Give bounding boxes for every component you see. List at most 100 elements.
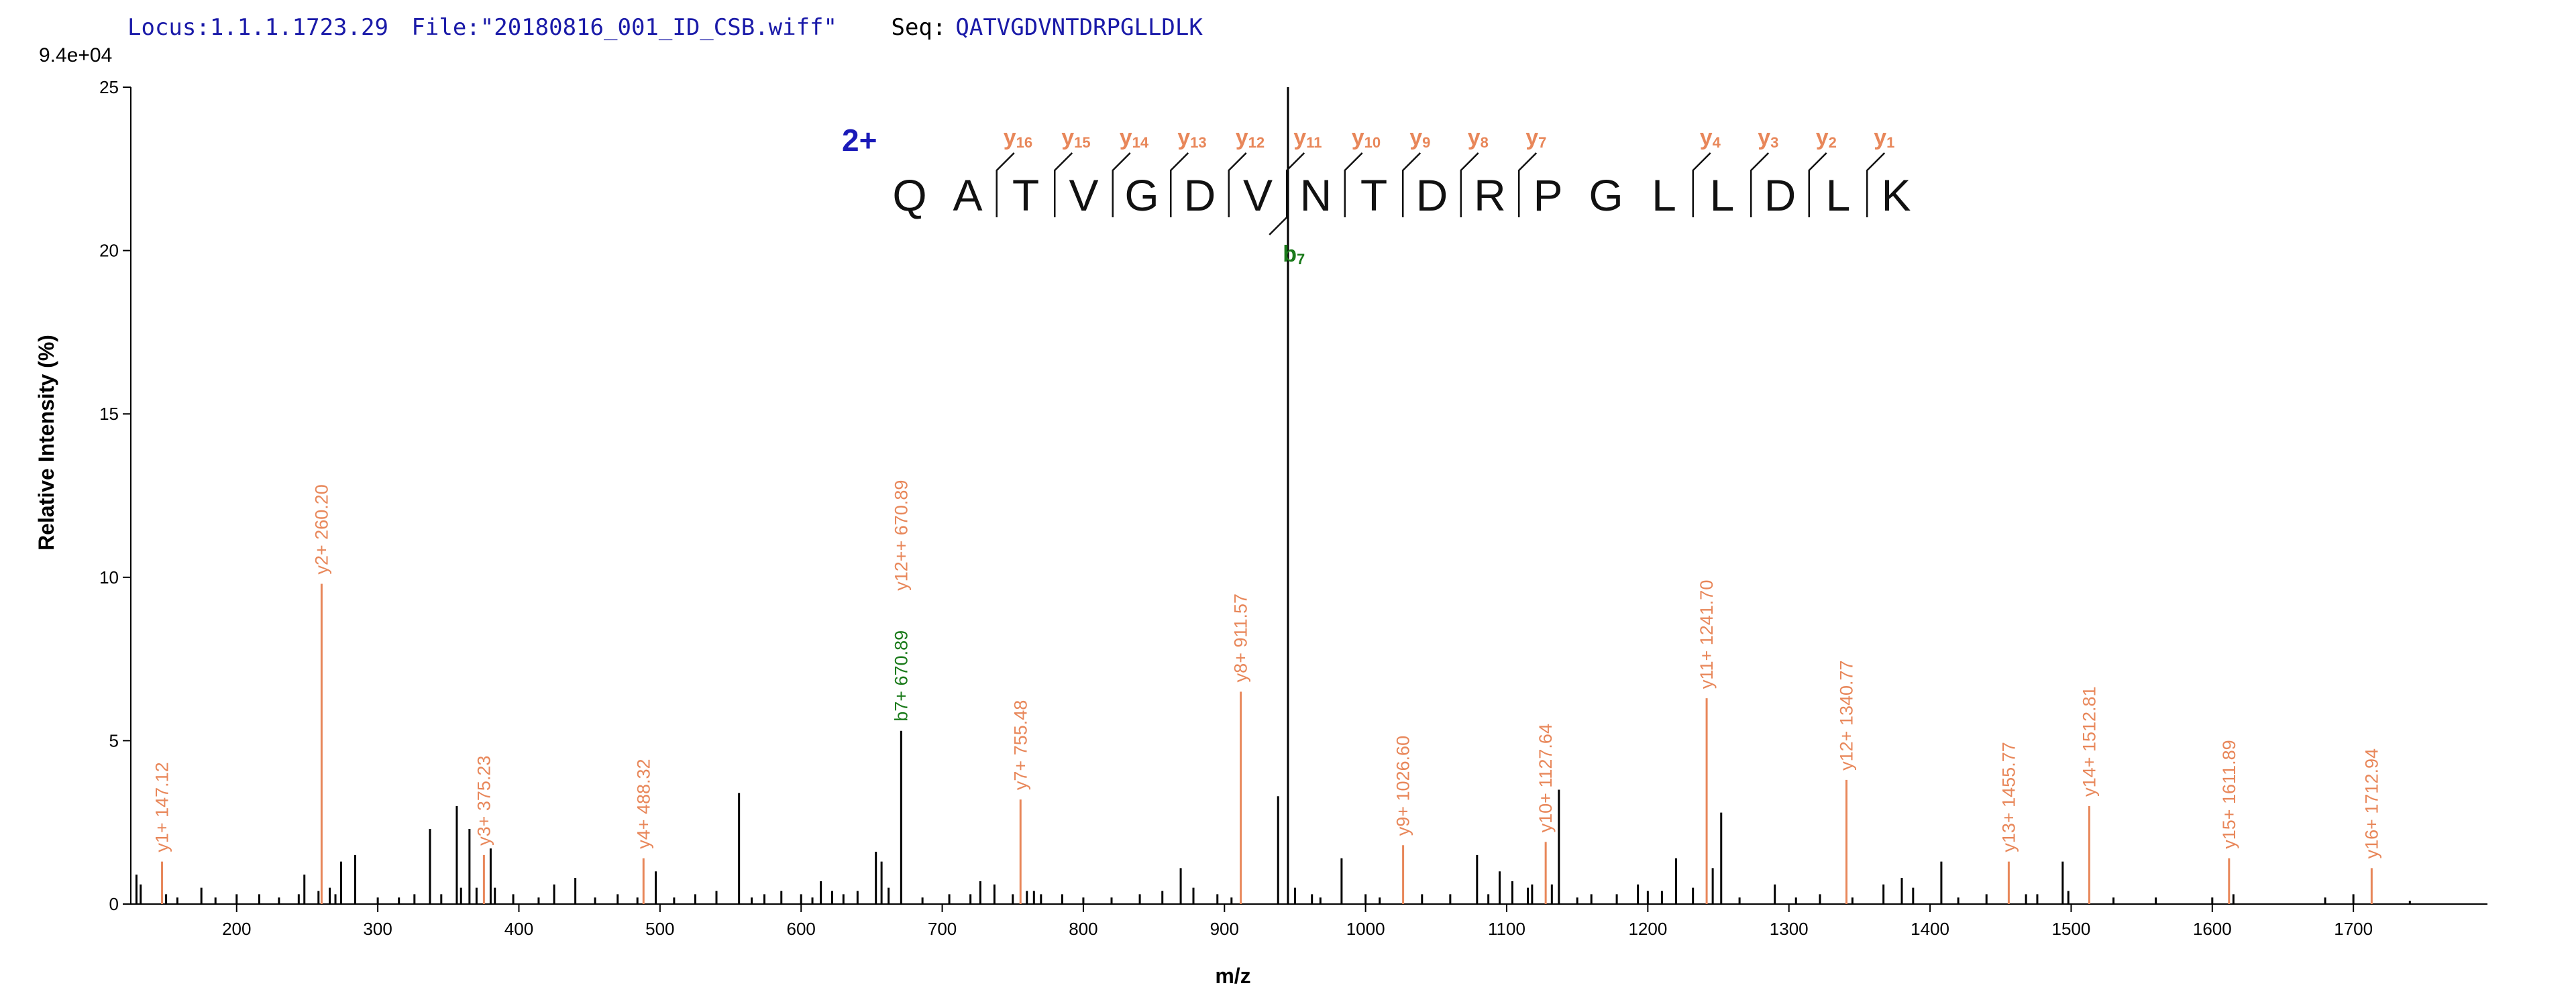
b-ion-index: 7 [1297, 251, 1305, 268]
seq-label: Seq: [891, 14, 946, 41]
y-ion-label: y10 [1352, 125, 1381, 151]
y-ion-bracket [1460, 152, 1479, 217]
peaks [135, 87, 2411, 904]
y-ion-label: y4 [1700, 125, 1721, 151]
y-ion-label: y7 [1525, 125, 1546, 151]
x-tick-label: 300 [363, 919, 392, 939]
y-ion-index: 10 [1364, 134, 1381, 151]
y-ion-label: y16 [1004, 125, 1032, 151]
svg-text:Locus:1.1.1.1723.29 File: Locus:1.1.1.1723.29 File:"20180816_001_I… [127, 14, 1203, 41]
charge-state: 2+ [842, 123, 877, 158]
y-ion-bracket [1866, 152, 1886, 217]
peak-label: y9+ 1026.60 [1393, 736, 1413, 836]
sequence-residue: V [1243, 170, 1273, 220]
peak-label: y10+ 1127.64 [1536, 724, 1556, 832]
y-ion-index: 11 [1306, 134, 1322, 151]
peak-label: y3+ 375.23 [474, 756, 494, 846]
y-ion-label: y11 [1293, 125, 1322, 151]
y-ion-label: y8 [1468, 125, 1489, 151]
y-ion-index: 4 [1713, 134, 1721, 151]
sequence-residue: V [1069, 170, 1098, 220]
y-ion-label: y2 [1816, 125, 1837, 151]
x-tick-label: 200 [222, 919, 251, 939]
y-ion-label: y15 [1061, 125, 1090, 151]
y-ion-index: 13 [1190, 134, 1206, 151]
y-ion-bracket [996, 152, 1015, 217]
peak-label: y16+ 1712.94 [2361, 748, 2381, 858]
y-ion-bracket [1228, 152, 1247, 217]
peak-label: y12+ 1340.77 [1836, 660, 1856, 770]
y-ion-bracket [1518, 152, 1538, 217]
locus-label: Locus: [127, 14, 210, 41]
y-ion-index: 1 [1886, 134, 1894, 151]
peak-label: y2+ 260.20 [311, 484, 331, 574]
x-tick-label: 1300 [1770, 919, 1809, 939]
x-tick-label: 1400 [1911, 919, 1949, 939]
peak-label: y15+ 1611.89 [2219, 740, 2239, 848]
x-tick-label: 400 [504, 919, 533, 939]
y-ion-bracket [1692, 152, 1711, 217]
x-tick-label: 700 [928, 919, 957, 939]
sequence-residue: G [1589, 170, 1623, 220]
peak-label: y14+ 1512.81 [2079, 686, 2099, 796]
y-ion-index: 8 [1481, 134, 1489, 151]
y-tick-label: 5 [109, 730, 119, 750]
sequence-residue: P [1533, 170, 1562, 220]
peak-label: y4+ 488.32 [633, 759, 653, 848]
peak-labels: y1+ 147.12 y2+ 260.20 y3+ 375.23 y4+ 488.32… [152, 480, 2382, 859]
sequence-residue: A [953, 170, 982, 220]
x-tick-label: 600 [787, 919, 816, 939]
y-tick-label: 10 [99, 567, 119, 587]
x-tick-label: 1700 [2334, 919, 2373, 939]
sequence-residue: L [1652, 170, 1676, 220]
y-ion-label: y3 [1758, 125, 1778, 151]
y-ion-label: y9 [1409, 125, 1430, 151]
x-tick-label: 900 [1210, 919, 1239, 939]
y-ion-label: y13 [1177, 125, 1206, 151]
peak-label: y7+ 755.48 [1010, 700, 1030, 790]
peak-label: y8+ 911.57 [1231, 594, 1251, 682]
x-tick-label: 800 [1069, 919, 1097, 939]
y-ion-bracket [1808, 152, 1827, 217]
y-ion-index: 12 [1248, 134, 1265, 151]
peak-label: y1+ 147.12 [152, 762, 172, 852]
y-ion-index: 9 [1422, 134, 1430, 151]
y-ion-index: 3 [1770, 134, 1778, 151]
sequence-residue: T [1012, 170, 1039, 220]
sequence-residue: D [1416, 170, 1448, 220]
sequence-residue: D [1184, 170, 1216, 220]
sequence-residue: Q [892, 170, 926, 220]
b-ion-bracket [1269, 170, 1288, 235]
peak-label: y12++ 670.89 [891, 480, 911, 591]
y-ion-index: 15 [1074, 134, 1090, 151]
y-ion-label: y14 [1120, 125, 1149, 151]
y-tick-label: 15 [99, 404, 119, 424]
peak-label: y13+ 1455.77 [1998, 742, 2019, 852]
y-scale-label: 9.4e+04 [39, 44, 112, 66]
x-tick-label: 1000 [1346, 919, 1385, 939]
x-tick-label: 1600 [2193, 919, 2232, 939]
y-ion-bracket [1112, 152, 1131, 217]
y-ion-bracket [1054, 152, 1073, 217]
y-ion-label: y1 [1874, 125, 1894, 151]
file-label: File: [411, 14, 480, 41]
b-ion-label: b7 [1283, 241, 1305, 268]
sequence-residue: T [1360, 170, 1387, 220]
y-tick-label: 25 [99, 77, 119, 97]
sequence-residue: G [1124, 170, 1159, 220]
y-ion-label: y12 [1236, 125, 1265, 151]
sequence-residue: D [1764, 170, 1796, 220]
x-tick-label: 1200 [1628, 919, 1667, 939]
y-ion-bracket [1170, 152, 1189, 217]
x-axis-label: m/z [1215, 964, 1250, 988]
sequence-residue: N [1300, 170, 1332, 220]
y-ion-bracket [1750, 152, 1770, 217]
peak-label: b7+ 670.89 [891, 630, 911, 722]
y-axis-label: Relative Intensity (%) [34, 335, 58, 551]
peak-label: y11+ 1241.70 [1697, 580, 1717, 689]
x-tick-label: 1500 [2052, 919, 2091, 939]
y-ion-index: 7 [1538, 134, 1546, 151]
seq-value: QATVGDVNTDRPGLLDLK [955, 14, 1203, 41]
